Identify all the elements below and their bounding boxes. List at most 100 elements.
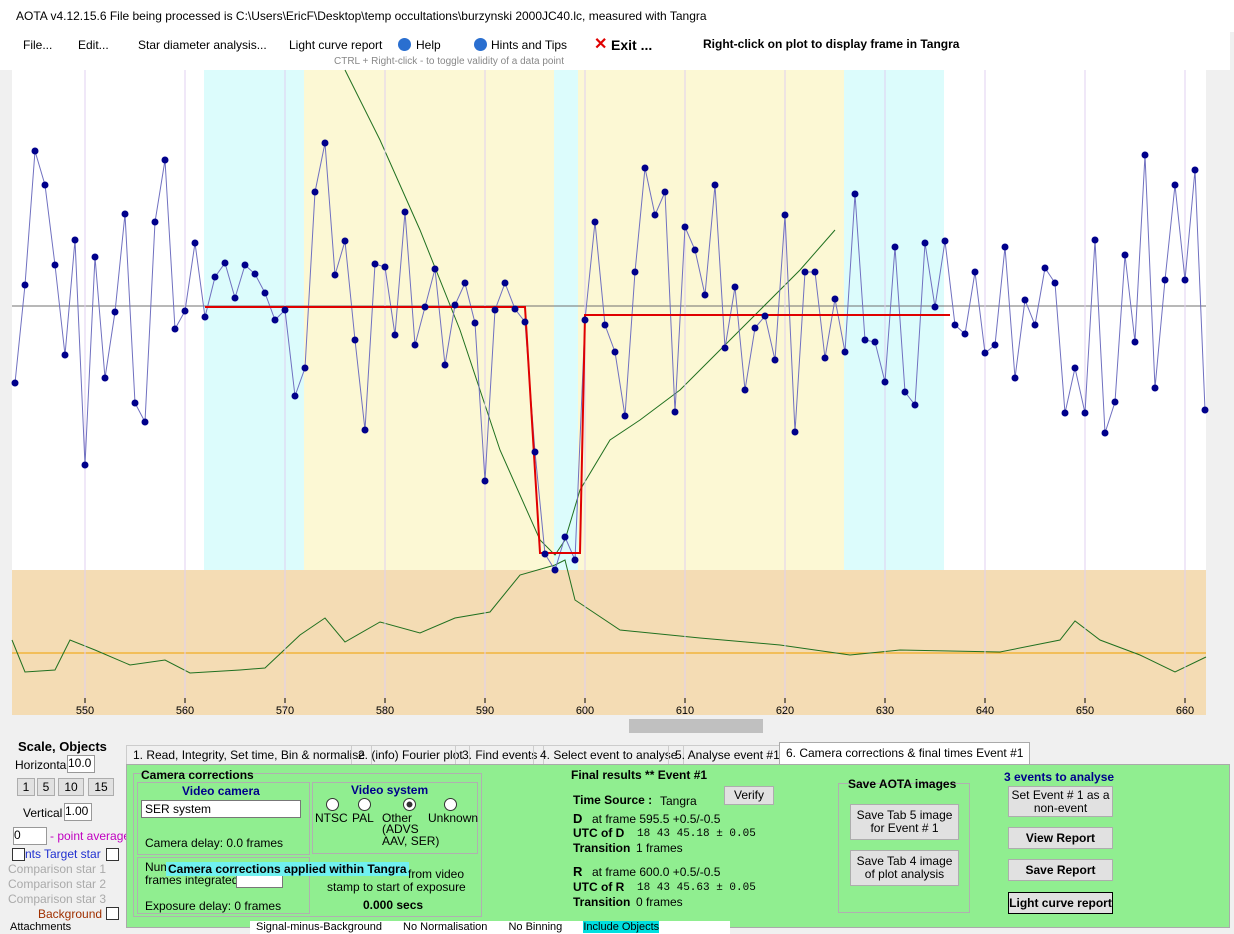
data-point xyxy=(161,156,169,164)
window-title: AOTA v4.12.15.6 File being processed is … xyxy=(16,9,707,23)
value: 1 frames xyxy=(636,841,683,855)
radio-label: NTSC xyxy=(315,811,348,825)
data-point xyxy=(511,305,519,313)
button[interactable]: Verify xyxy=(724,786,774,805)
radio[interactable] xyxy=(358,798,371,811)
status-item[interactable]: Include Objects xyxy=(583,921,660,933)
label: UTC of R xyxy=(573,880,625,894)
data-point xyxy=(471,319,479,327)
radio[interactable] xyxy=(326,798,339,811)
menu-item[interactable]: Hints and Tips xyxy=(491,38,568,52)
data-point xyxy=(241,261,249,269)
label: Transition xyxy=(573,841,631,855)
help-icon xyxy=(398,38,411,51)
radio[interactable] xyxy=(444,798,457,811)
group xyxy=(137,782,310,855)
data-point xyxy=(21,281,29,289)
button[interactable]: 15 xyxy=(88,778,114,796)
results-title: Final results ** Event #1 xyxy=(571,768,708,782)
data-point xyxy=(391,331,399,339)
select[interactable]: SER system xyxy=(141,800,301,818)
menu-item[interactable]: Light curve report xyxy=(289,38,383,52)
radio-note: (ADVS AAV, SER) xyxy=(382,822,440,848)
button[interactable]: 5 xyxy=(37,778,55,796)
x-tick-label: 630 xyxy=(876,705,894,717)
input[interactable]: 10.0 xyxy=(67,755,95,773)
x-tick-label: 580 xyxy=(376,705,394,717)
menu-item[interactable]: Edit... xyxy=(78,38,109,52)
label: Exposure delay: 0 frames xyxy=(145,899,282,913)
label: Num xyxy=(145,860,171,874)
label: frames integrated xyxy=(145,873,239,887)
data-point xyxy=(861,336,869,344)
status-item[interactable]: No Binning xyxy=(508,921,563,933)
menu-item[interactable]: File... xyxy=(23,38,53,52)
data-point xyxy=(1081,409,1089,417)
exit-icon: ✕ xyxy=(594,36,608,53)
group xyxy=(137,857,310,914)
button[interactable]: Save Tab 5 image for Event # 1 xyxy=(850,804,959,840)
label: stamp to start of exposure xyxy=(327,880,466,894)
data-point xyxy=(791,428,799,436)
data-point xyxy=(751,324,759,332)
data-point xyxy=(521,318,529,326)
label: Time Source : xyxy=(573,793,653,807)
data-point xyxy=(401,208,409,216)
button[interactable]: View Report xyxy=(1008,827,1113,849)
data-point xyxy=(1201,406,1209,414)
data-point xyxy=(591,218,599,226)
data-point xyxy=(351,336,359,344)
status-item: Attachments xyxy=(10,921,72,933)
data-point xyxy=(691,246,699,254)
status-item[interactable]: No Normalisation xyxy=(403,921,488,933)
data-point xyxy=(91,253,99,261)
scroll-thumb[interactable] xyxy=(629,719,763,733)
select-value: SER system xyxy=(145,802,212,816)
data-point xyxy=(741,386,749,394)
button[interactable]: 1 xyxy=(17,778,35,796)
menu-item[interactable]: Help xyxy=(416,38,441,52)
data-point xyxy=(971,268,979,276)
button[interactable]: Light curve report xyxy=(1008,892,1113,914)
light-curve-plot[interactable]: 550 560 570 580 590 600 610 620 630 640 650 660 xyxy=(0,0,1234,740)
data-point xyxy=(51,261,59,269)
data-point xyxy=(281,306,289,314)
title-bar xyxy=(0,0,1234,32)
data-point xyxy=(771,356,779,364)
menu-item[interactable]: Star diameter analysis... xyxy=(138,38,267,52)
data-point xyxy=(421,303,429,311)
select-value: 0 xyxy=(14,828,21,842)
data-point xyxy=(461,279,469,287)
checkbox[interactable] xyxy=(106,907,119,920)
data-point xyxy=(1101,429,1109,437)
data-point xyxy=(111,308,119,316)
status-item[interactable]: Signal-minus-Background xyxy=(256,921,382,933)
data-point xyxy=(61,351,69,359)
data-point xyxy=(371,260,379,268)
checkbox[interactable] xyxy=(12,848,25,861)
data-point xyxy=(341,237,349,245)
data-point xyxy=(711,181,719,189)
menu-item[interactable]: Exit ... xyxy=(611,37,653,53)
button[interactable]: Set Event # 1 as a non-event xyxy=(1008,786,1113,817)
data-point xyxy=(221,259,229,267)
radio-checked[interactable] xyxy=(403,798,416,811)
button[interactable]: Save Tab 4 image of plot analysis xyxy=(850,850,959,886)
data-point xyxy=(231,294,239,302)
data-point xyxy=(621,412,629,420)
button[interactable]: Save Report xyxy=(1008,859,1113,881)
label: Transition xyxy=(573,895,631,909)
button[interactable]: 10 xyxy=(58,778,84,796)
data-point xyxy=(811,268,819,276)
data-point xyxy=(551,566,559,574)
group-title: Camera corrections xyxy=(141,768,254,782)
scrollbar[interactable] xyxy=(12,718,1206,734)
data-point xyxy=(681,223,689,231)
checkbox[interactable] xyxy=(106,848,119,861)
data-point xyxy=(631,268,639,276)
group xyxy=(312,782,478,854)
input[interactable]: 1.00 xyxy=(64,803,92,821)
select[interactable]: 0 xyxy=(13,827,47,845)
group xyxy=(838,783,970,913)
object-label: Comparison star 3 xyxy=(8,892,107,906)
